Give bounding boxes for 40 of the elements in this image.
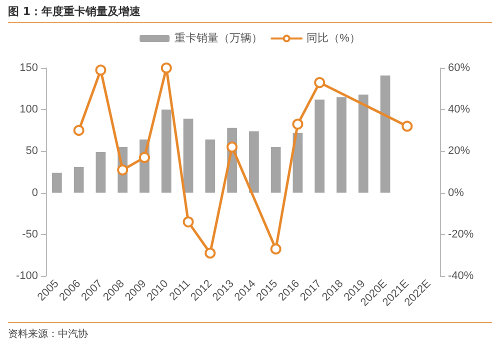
y-tick-label: -100 — [16, 270, 38, 282]
bar — [314, 100, 325, 193]
text: 资料来源：中汽协 — [8, 322, 492, 341]
point — [402, 120, 413, 132]
point — [204, 248, 216, 259]
bar — [205, 140, 216, 193]
bar — [96, 152, 106, 193]
bar — [74, 167, 84, 193]
bar — [52, 172, 62, 193]
y-tick-label: -50 — [22, 228, 38, 240]
bar — [161, 110, 172, 193]
point — [270, 243, 282, 254]
legend-label: 同比（%） — [306, 32, 360, 44]
legend-label: 重卡销量（万辆） — [174, 32, 263, 44]
point — [314, 77, 326, 88]
point — [292, 118, 304, 130]
point — [182, 216, 194, 228]
point — [95, 64, 106, 76]
bar — [380, 75, 390, 193]
point — [160, 62, 172, 74]
y2-tick-label: 0% — [448, 186, 464, 199]
point — [226, 142, 238, 153]
y2-tick-label: -40% — [448, 270, 474, 282]
bar — [336, 97, 346, 193]
y2-tick-label: 20% — [448, 145, 470, 158]
bar — [249, 131, 259, 193]
y-tick-label: 0 — [32, 186, 38, 199]
y-tick-label: 50 — [26, 145, 38, 158]
point — [117, 164, 128, 176]
bar — [358, 94, 368, 193]
y-tick-label: 100 — [20, 104, 38, 116]
bar — [183, 118, 194, 193]
point — [139, 152, 150, 163]
chart-title: 图 1：年度重卡销量及增速 — [8, 2, 492, 23]
point — [73, 124, 84, 136]
y2-tick-label: -20% — [448, 228, 474, 240]
bar — [270, 147, 281, 193]
y2-tick-label: 60% — [448, 62, 470, 74]
y-tick-label: 150 — [20, 62, 38, 74]
y2-tick-label: 40% — [448, 104, 470, 116]
